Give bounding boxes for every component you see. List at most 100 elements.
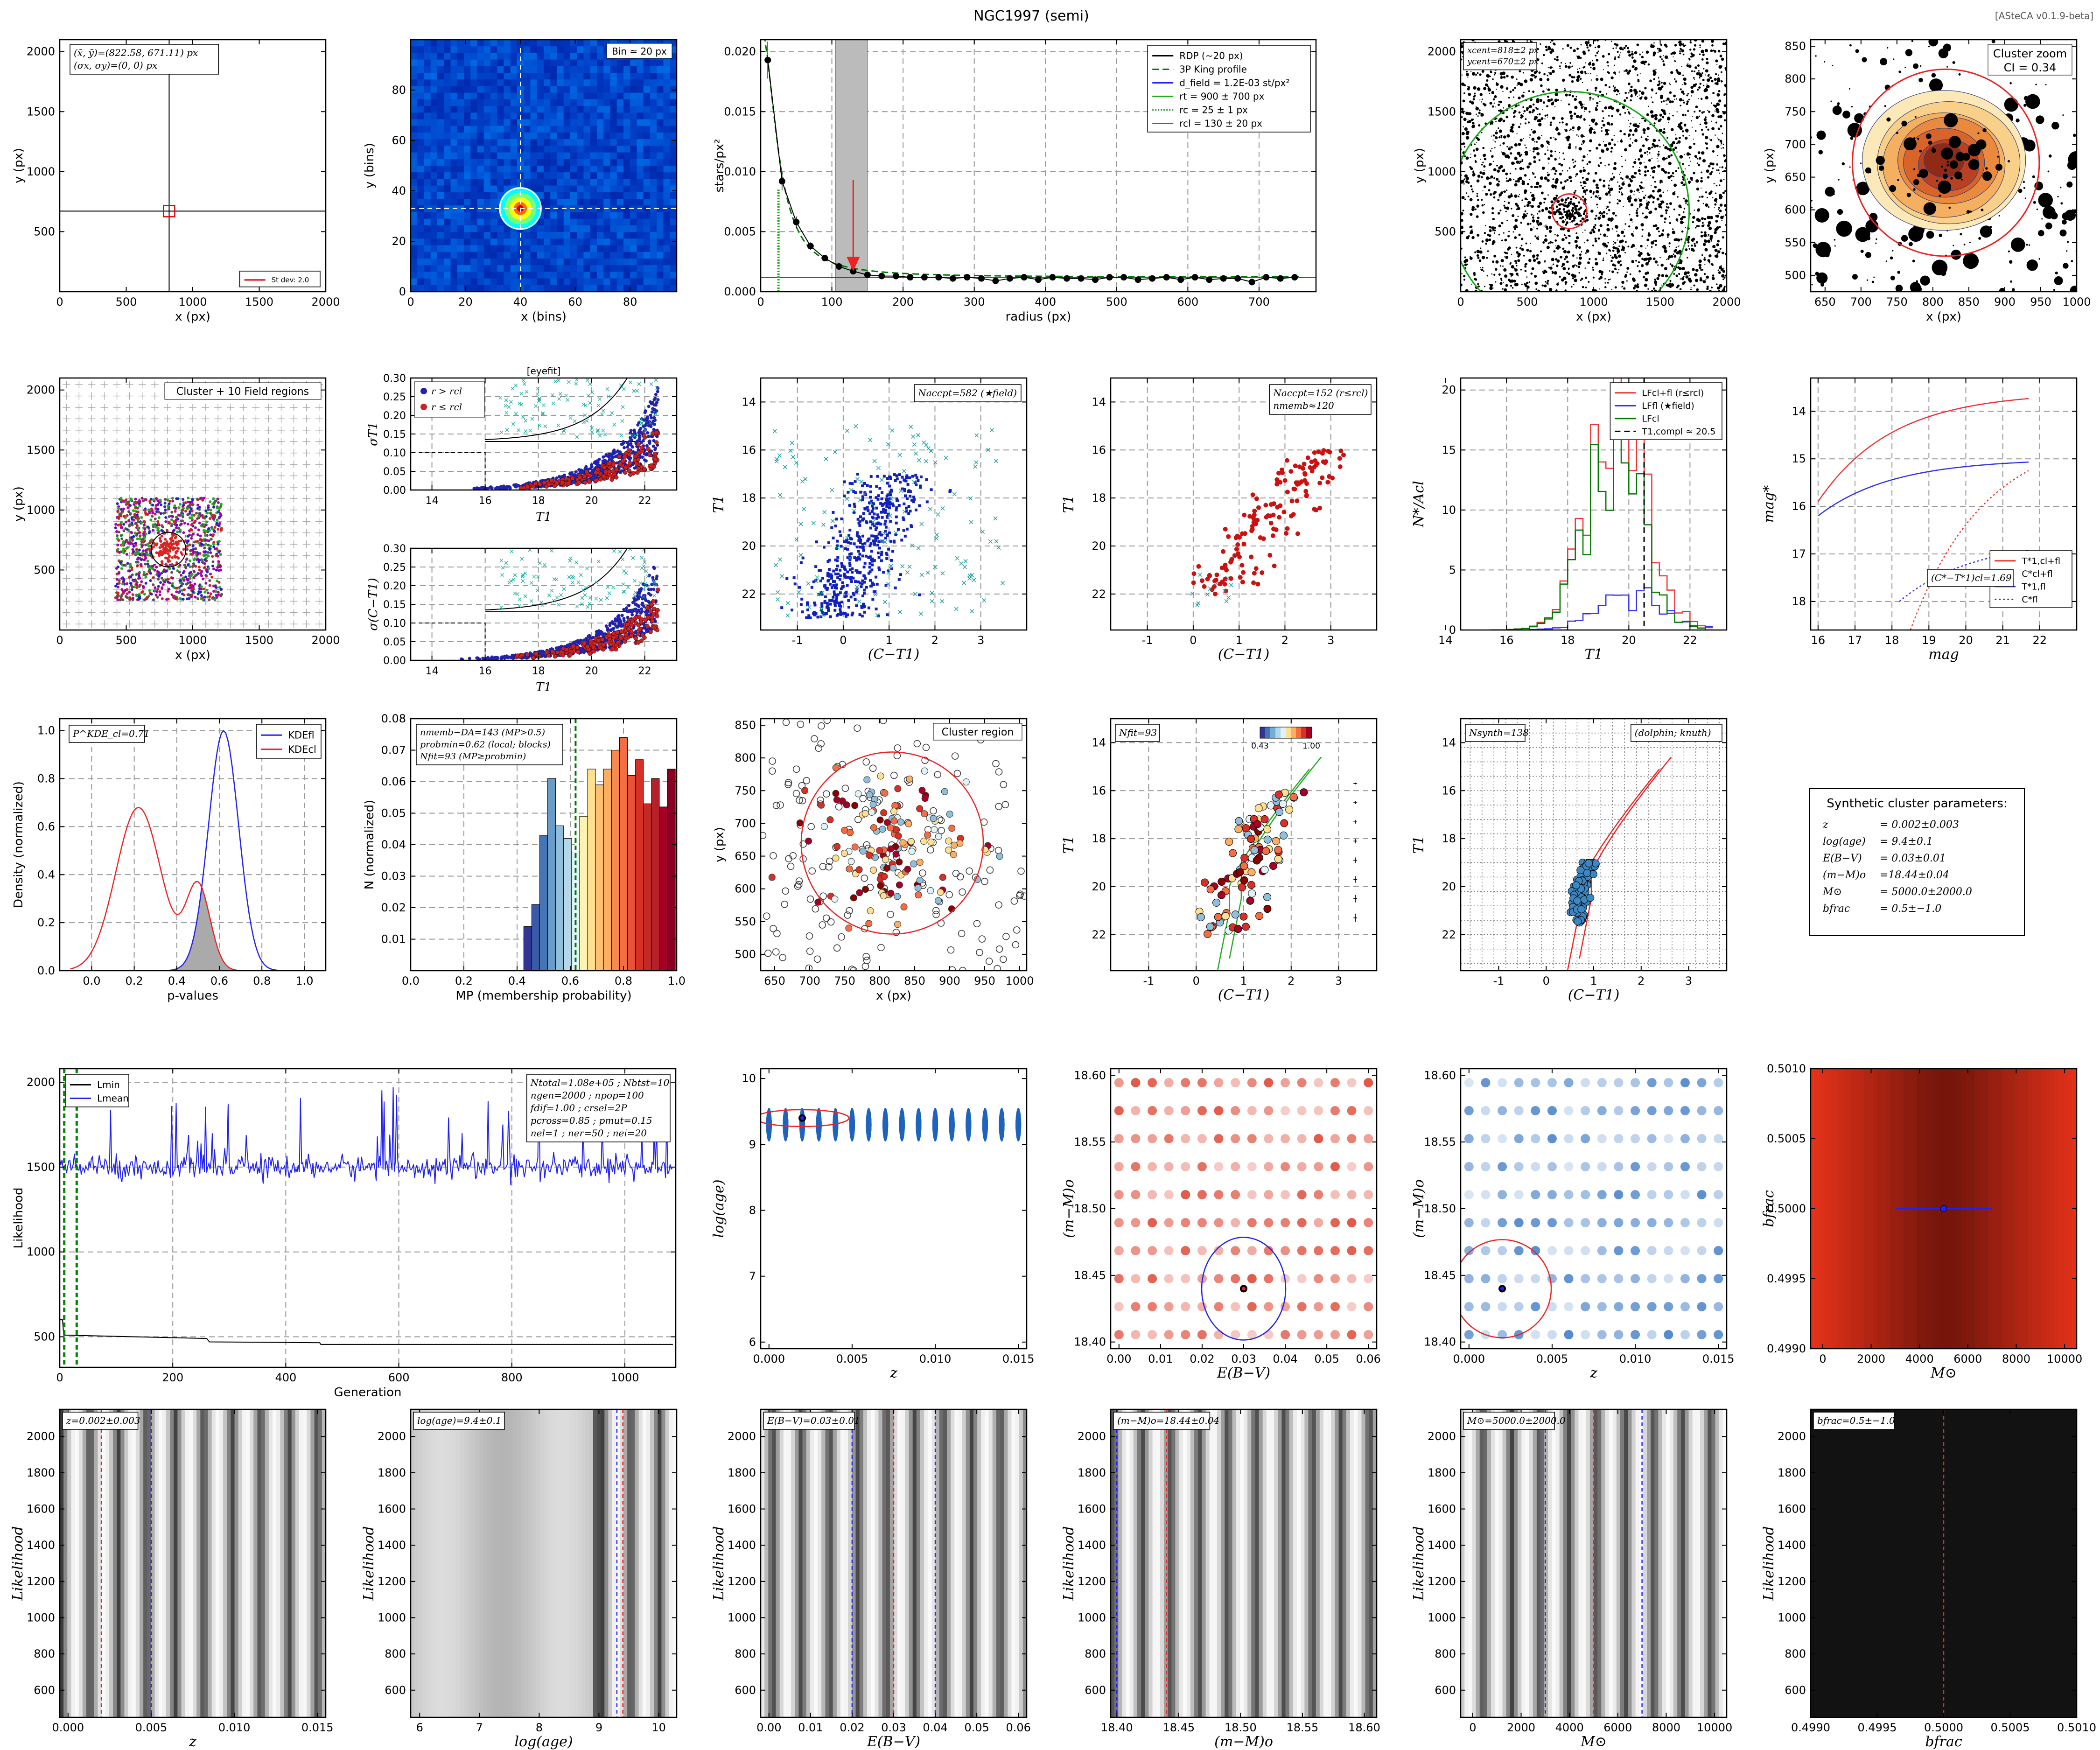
field-star bbox=[1652, 196, 1655, 199]
density-cell bbox=[424, 159, 431, 166]
density-cell bbox=[570, 92, 578, 100]
density-cell bbox=[550, 185, 558, 193]
density-cell bbox=[490, 166, 498, 173]
density-cell bbox=[430, 192, 438, 200]
field-star bbox=[1683, 183, 1686, 186]
density-cell bbox=[550, 139, 558, 147]
density-cell bbox=[616, 73, 624, 80]
field-star bbox=[1683, 216, 1686, 218]
field-star bbox=[1721, 147, 1722, 149]
field-star bbox=[1639, 186, 1643, 189]
field-star bbox=[1628, 225, 1631, 228]
density-cell bbox=[430, 79, 438, 87]
density-cell bbox=[530, 79, 538, 87]
density-cell bbox=[577, 152, 584, 160]
density-cell bbox=[411, 146, 418, 153]
density-cell bbox=[550, 59, 558, 67]
field-star bbox=[1532, 109, 1535, 112]
density-cell bbox=[490, 159, 498, 166]
density-cell bbox=[490, 218, 498, 226]
grid-cross bbox=[75, 597, 83, 605]
field-star bbox=[1680, 45, 1681, 47]
field-star bbox=[1715, 60, 1716, 62]
field-star bbox=[1594, 224, 1596, 226]
field-star bbox=[1586, 44, 1588, 47]
y-tick-label: 0.000 bbox=[724, 285, 756, 298]
field-star bbox=[1595, 190, 1599, 194]
density-cell bbox=[577, 179, 584, 186]
density-cell bbox=[411, 185, 418, 193]
density-cell bbox=[663, 285, 671, 292]
density-cell bbox=[544, 252, 551, 259]
field-star bbox=[1716, 169, 1718, 171]
field-star bbox=[1666, 259, 1667, 260]
field-star bbox=[1671, 100, 1674, 103]
density-cell bbox=[590, 112, 597, 120]
field-star bbox=[1711, 263, 1713, 266]
field-star bbox=[1559, 152, 1561, 154]
field-star bbox=[1510, 146, 1513, 149]
legend-entry: rc = 25 ± 1 px bbox=[1179, 105, 1248, 116]
field-star bbox=[1476, 193, 1478, 195]
field-star bbox=[1697, 88, 1699, 91]
cluster-star bbox=[1575, 204, 1578, 207]
field-star bbox=[1589, 150, 1592, 152]
field-star bbox=[1654, 224, 1658, 227]
density-cell bbox=[570, 212, 578, 219]
grid-cross bbox=[88, 620, 96, 628]
density-cell bbox=[663, 92, 671, 100]
field-star bbox=[1498, 193, 1502, 196]
field-star bbox=[1629, 195, 1631, 197]
density-cell bbox=[544, 119, 551, 126]
density-cell bbox=[557, 159, 564, 166]
density-cell bbox=[417, 112, 425, 120]
field-star bbox=[1507, 195, 1511, 199]
density-cell bbox=[597, 92, 604, 100]
field-star bbox=[1536, 98, 1540, 101]
rcl-arrowhead bbox=[847, 257, 860, 272]
density-cell bbox=[663, 179, 671, 186]
rdp-point bbox=[1149, 275, 1156, 282]
field-star bbox=[1500, 280, 1503, 281]
field-star bbox=[1605, 192, 1609, 196]
x-axis-label: radius (px) bbox=[1006, 310, 1071, 324]
density-cell bbox=[537, 265, 544, 273]
field-star bbox=[1498, 234, 1500, 236]
density-cell bbox=[670, 59, 677, 67]
field-star bbox=[1575, 148, 1577, 149]
rdp-point bbox=[892, 273, 899, 280]
cluster-radius bbox=[1851, 68, 2040, 257]
field-star bbox=[1677, 221, 1679, 222]
density-cell bbox=[450, 166, 458, 173]
field-star bbox=[1698, 115, 1701, 117]
density-cell bbox=[557, 92, 564, 100]
density-cell bbox=[590, 225, 597, 233]
field-star bbox=[1484, 232, 1486, 234]
density-cell bbox=[630, 106, 637, 113]
field-star bbox=[1718, 104, 1720, 106]
field-star bbox=[1641, 96, 1643, 98]
density-cell bbox=[450, 252, 458, 259]
density-cell bbox=[537, 166, 544, 173]
field-star bbox=[1608, 53, 1610, 56]
density-cell bbox=[430, 159, 438, 166]
density-cell bbox=[477, 172, 484, 180]
density-cell bbox=[544, 205, 551, 213]
y-tick-label: 1000 bbox=[27, 165, 55, 178]
field-star bbox=[1692, 115, 1694, 117]
field-star bbox=[1616, 231, 1617, 232]
density-cell bbox=[544, 199, 551, 206]
density-cell bbox=[610, 285, 617, 292]
field-star bbox=[1645, 257, 1648, 261]
density-cell bbox=[524, 258, 531, 266]
density-cell bbox=[590, 192, 597, 200]
annotation-text: ycent=670±2 px bbox=[1467, 57, 1539, 67]
field-star bbox=[1514, 168, 1517, 170]
field-star bbox=[1529, 105, 1532, 108]
field-star bbox=[1533, 74, 1535, 77]
density-cell bbox=[610, 265, 617, 273]
density-cell bbox=[430, 119, 438, 126]
field-star bbox=[1669, 83, 1670, 84]
field-star bbox=[1521, 182, 1525, 185]
field-star bbox=[1590, 119, 1595, 122]
